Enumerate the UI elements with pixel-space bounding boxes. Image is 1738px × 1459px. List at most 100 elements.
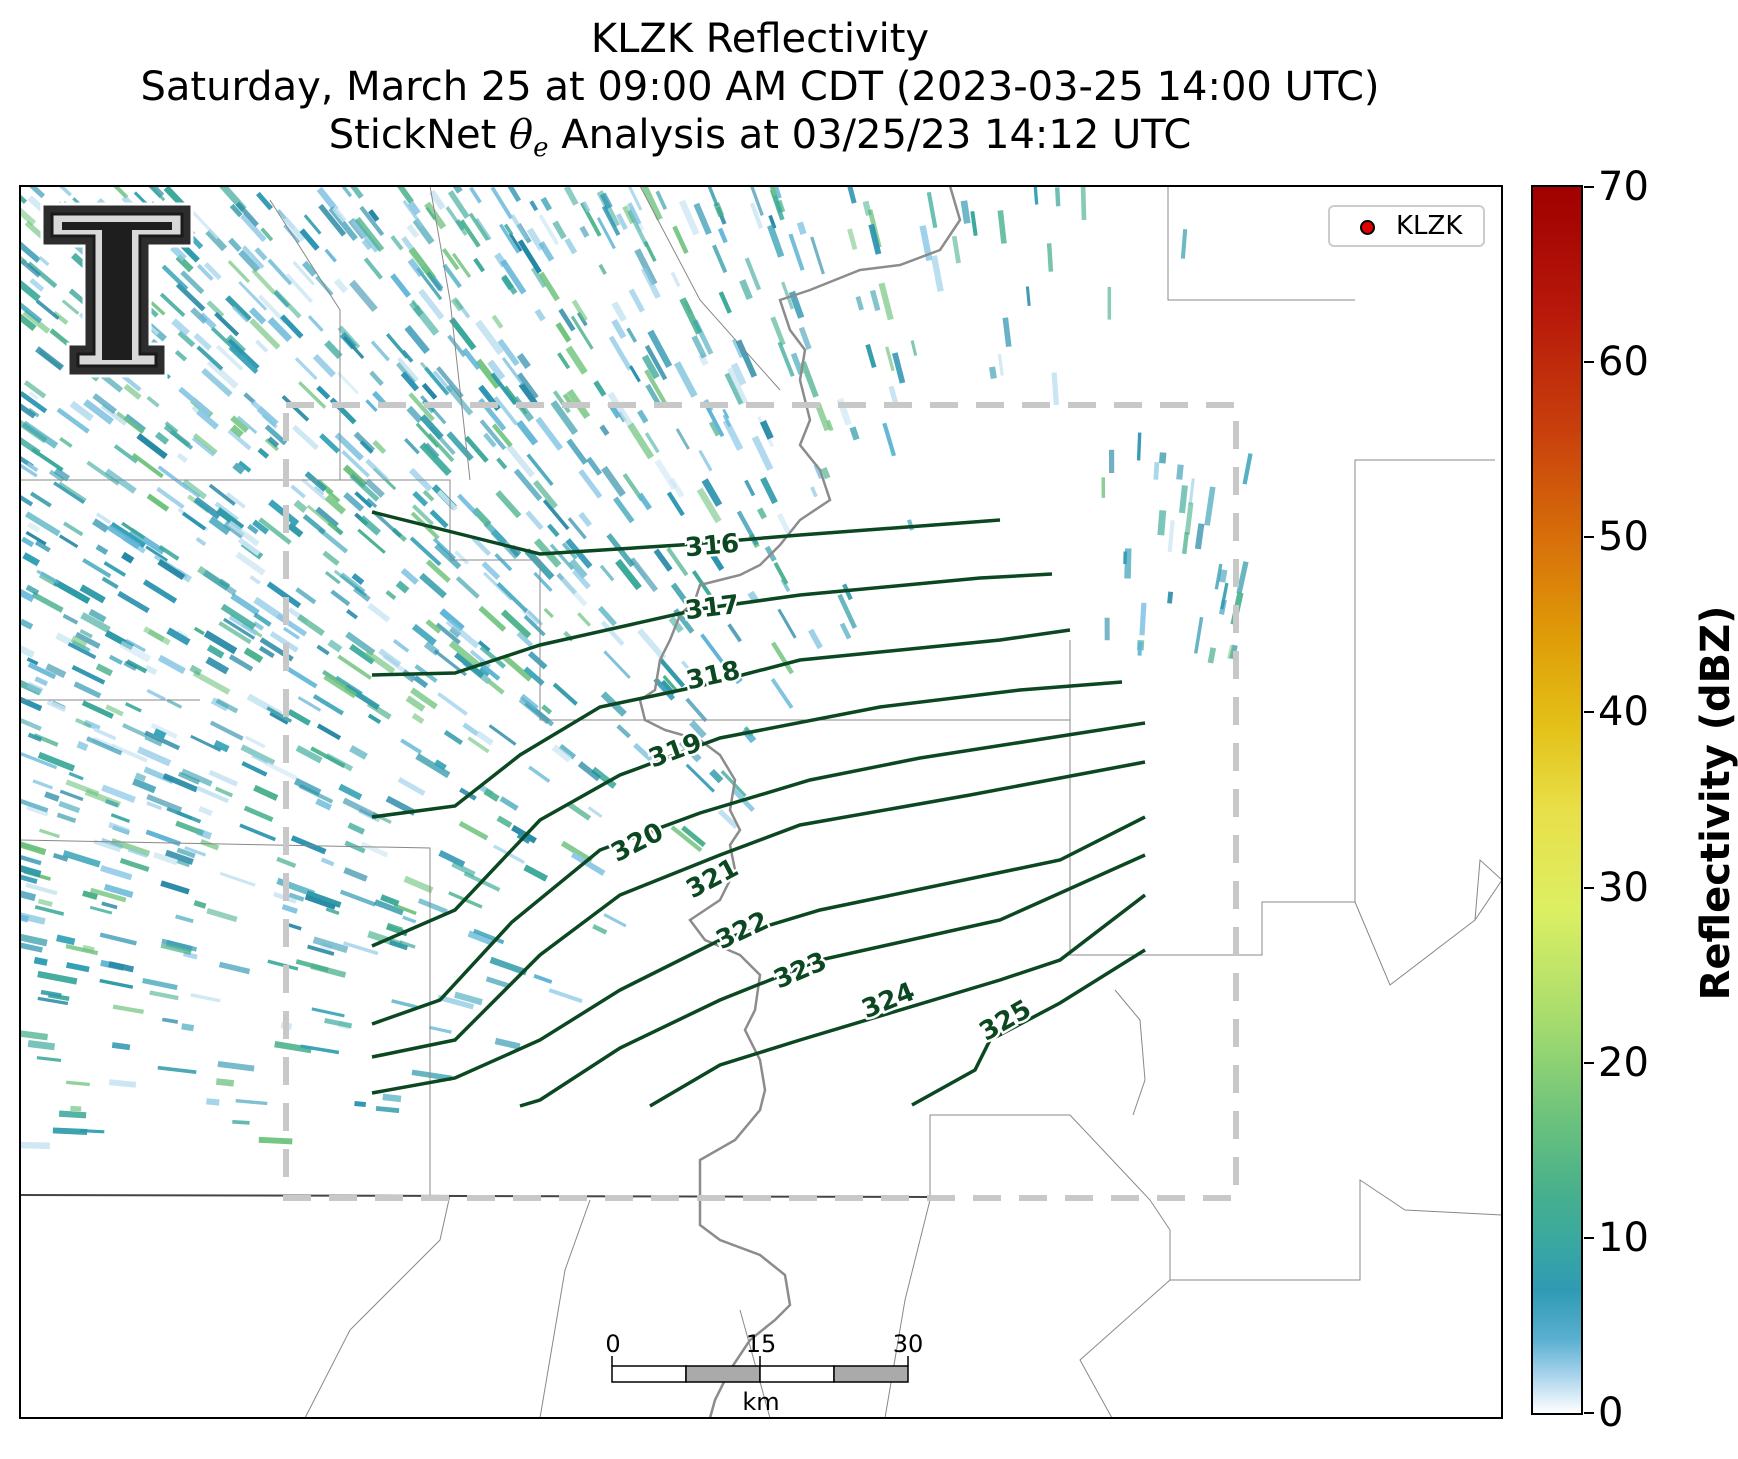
reflectivity-gate: [445, 384, 474, 416]
reflectivity-gate: [298, 381, 327, 409]
reflectivity-gate: [79, 628, 93, 639]
reflectivity-gate: [487, 679, 505, 695]
reflectivity-gate: [570, 315, 594, 350]
reflectivity-gate: [500, 259, 527, 295]
reflectivity-gate: [407, 201, 421, 216]
reflectivity-gate: [446, 431, 474, 462]
reflectivity-gate: [34, 540, 51, 553]
reflectivity-gate: [434, 543, 462, 570]
reflectivity-gate: [826, 419, 834, 432]
reflectivity-gate: [199, 312, 217, 330]
reflectivity-gate: [467, 736, 490, 754]
reflectivity-gate: [227, 429, 252, 451]
reflectivity-gate: [442, 263, 462, 289]
reflectivity-gate: [318, 527, 349, 554]
reflectivity-gate: [566, 438, 588, 465]
reflectivity-gate: [406, 405, 424, 424]
reflectivity-gate: [629, 365, 641, 383]
reflectivity-gate: [282, 626, 300, 640]
reflectivity-gate: [448, 640, 481, 668]
reflectivity-gate: [385, 590, 397, 601]
reflectivity-gate: [627, 209, 649, 248]
reflectivity-gate: [847, 186, 857, 204]
reflectivity-gate: [100, 404, 128, 426]
reflectivity-gate: [227, 260, 251, 284]
reflectivity-gate: [1167, 520, 1175, 553]
reflectivity-gate: [202, 570, 237, 596]
reflectivity-gate: [90, 887, 127, 903]
reflectivity-gate: [709, 768, 724, 784]
reflectivity-gate: [75, 717, 92, 729]
reflectivity-gate: [707, 186, 719, 207]
reflectivity-gate: [770, 316, 786, 346]
reflectivity-gate: [535, 416, 563, 451]
reflectivity-gate: [161, 1017, 179, 1024]
reflectivity-gate: [214, 501, 239, 522]
reflectivity-gate: [59, 436, 73, 448]
reflectivity-gate: [322, 550, 340, 566]
reflectivity-gate: [666, 547, 689, 577]
map-legend: KLZK: [1328, 205, 1485, 247]
reflectivity-gate: [678, 199, 700, 236]
reflectivity-gate: [269, 711, 289, 725]
reflectivity-gate: [95, 512, 112, 525]
reflectivity-gate: [24, 511, 61, 537]
reflectivity-gate: [462, 722, 479, 737]
reflectivity-gate: [541, 704, 553, 715]
contour-label-316: 316: [684, 529, 741, 564]
reflectivity-gate: [426, 271, 444, 292]
reflectivity-gate: [800, 361, 819, 398]
reflectivity-gate: [307, 944, 335, 956]
reflectivity-gate: [592, 924, 608, 935]
reflectivity-gate: [1139, 602, 1147, 636]
reflectivity-gate: [58, 1110, 87, 1119]
reflectivity-gate: [219, 871, 256, 887]
reflectivity-gate: [571, 568, 591, 590]
reflectivity-gate: [587, 806, 603, 818]
reflectivity-gate: [176, 452, 188, 463]
reflectivity-gate: [267, 959, 299, 971]
reflectivity-gate: [558, 743, 577, 760]
reflectivity-gate: [599, 192, 613, 210]
reflectivity-gate: [496, 815, 513, 829]
reflectivity-gate: [235, 551, 266, 576]
reflectivity-gate: [447, 334, 467, 358]
colorbar-tick-mark: [1584, 1412, 1594, 1414]
reflectivity-gate: [267, 258, 293, 286]
reflectivity-gate: [230, 424, 244, 438]
reflectivity-gate: [451, 861, 476, 878]
reflectivity-gate: [781, 281, 794, 310]
reflectivity-gate: [232, 462, 245, 475]
reflectivity-gate: [52, 1127, 88, 1135]
reflectivity-gate: [997, 353, 1004, 376]
reflectivity-gate: [862, 200, 872, 217]
reflectivity-gate: [1207, 647, 1217, 664]
reflectivity-gate: [301, 260, 318, 277]
logo-icon: [40, 202, 194, 378]
reflectivity-gate: [581, 201, 591, 213]
reflectivity-gate: [1033, 186, 1039, 205]
reflectivity-gate: [504, 385, 528, 415]
reflectivity-gate: [565, 538, 593, 569]
reflectivity-gate: [101, 901, 118, 910]
reflectivity-gate: [637, 409, 649, 424]
reflectivity-gate: [37, 996, 69, 1006]
reflectivity-gate: [458, 820, 489, 841]
reflectivity-gate: [58, 481, 87, 503]
reflectivity-gate: [203, 262, 222, 281]
reflectivity-gate: [229, 203, 243, 218]
reflectivity-gate: [627, 186, 643, 211]
reflectivity-gate: [283, 664, 318, 689]
reflectivity-gate: [419, 442, 452, 477]
reflectivity-gate: [445, 206, 468, 236]
reflectivity-gate: [603, 913, 627, 928]
reflectivity-gate: [479, 419, 507, 451]
reflectivity-gate: [1184, 502, 1194, 535]
contour-line-319: [371, 680, 1123, 948]
reflectivity-gate: [547, 523, 560, 538]
reflectivity-gate: [35, 299, 60, 320]
reflectivity-gate: [101, 576, 119, 590]
reflectivity-gate: [44, 791, 60, 802]
reflectivity-gate: [892, 352, 906, 384]
